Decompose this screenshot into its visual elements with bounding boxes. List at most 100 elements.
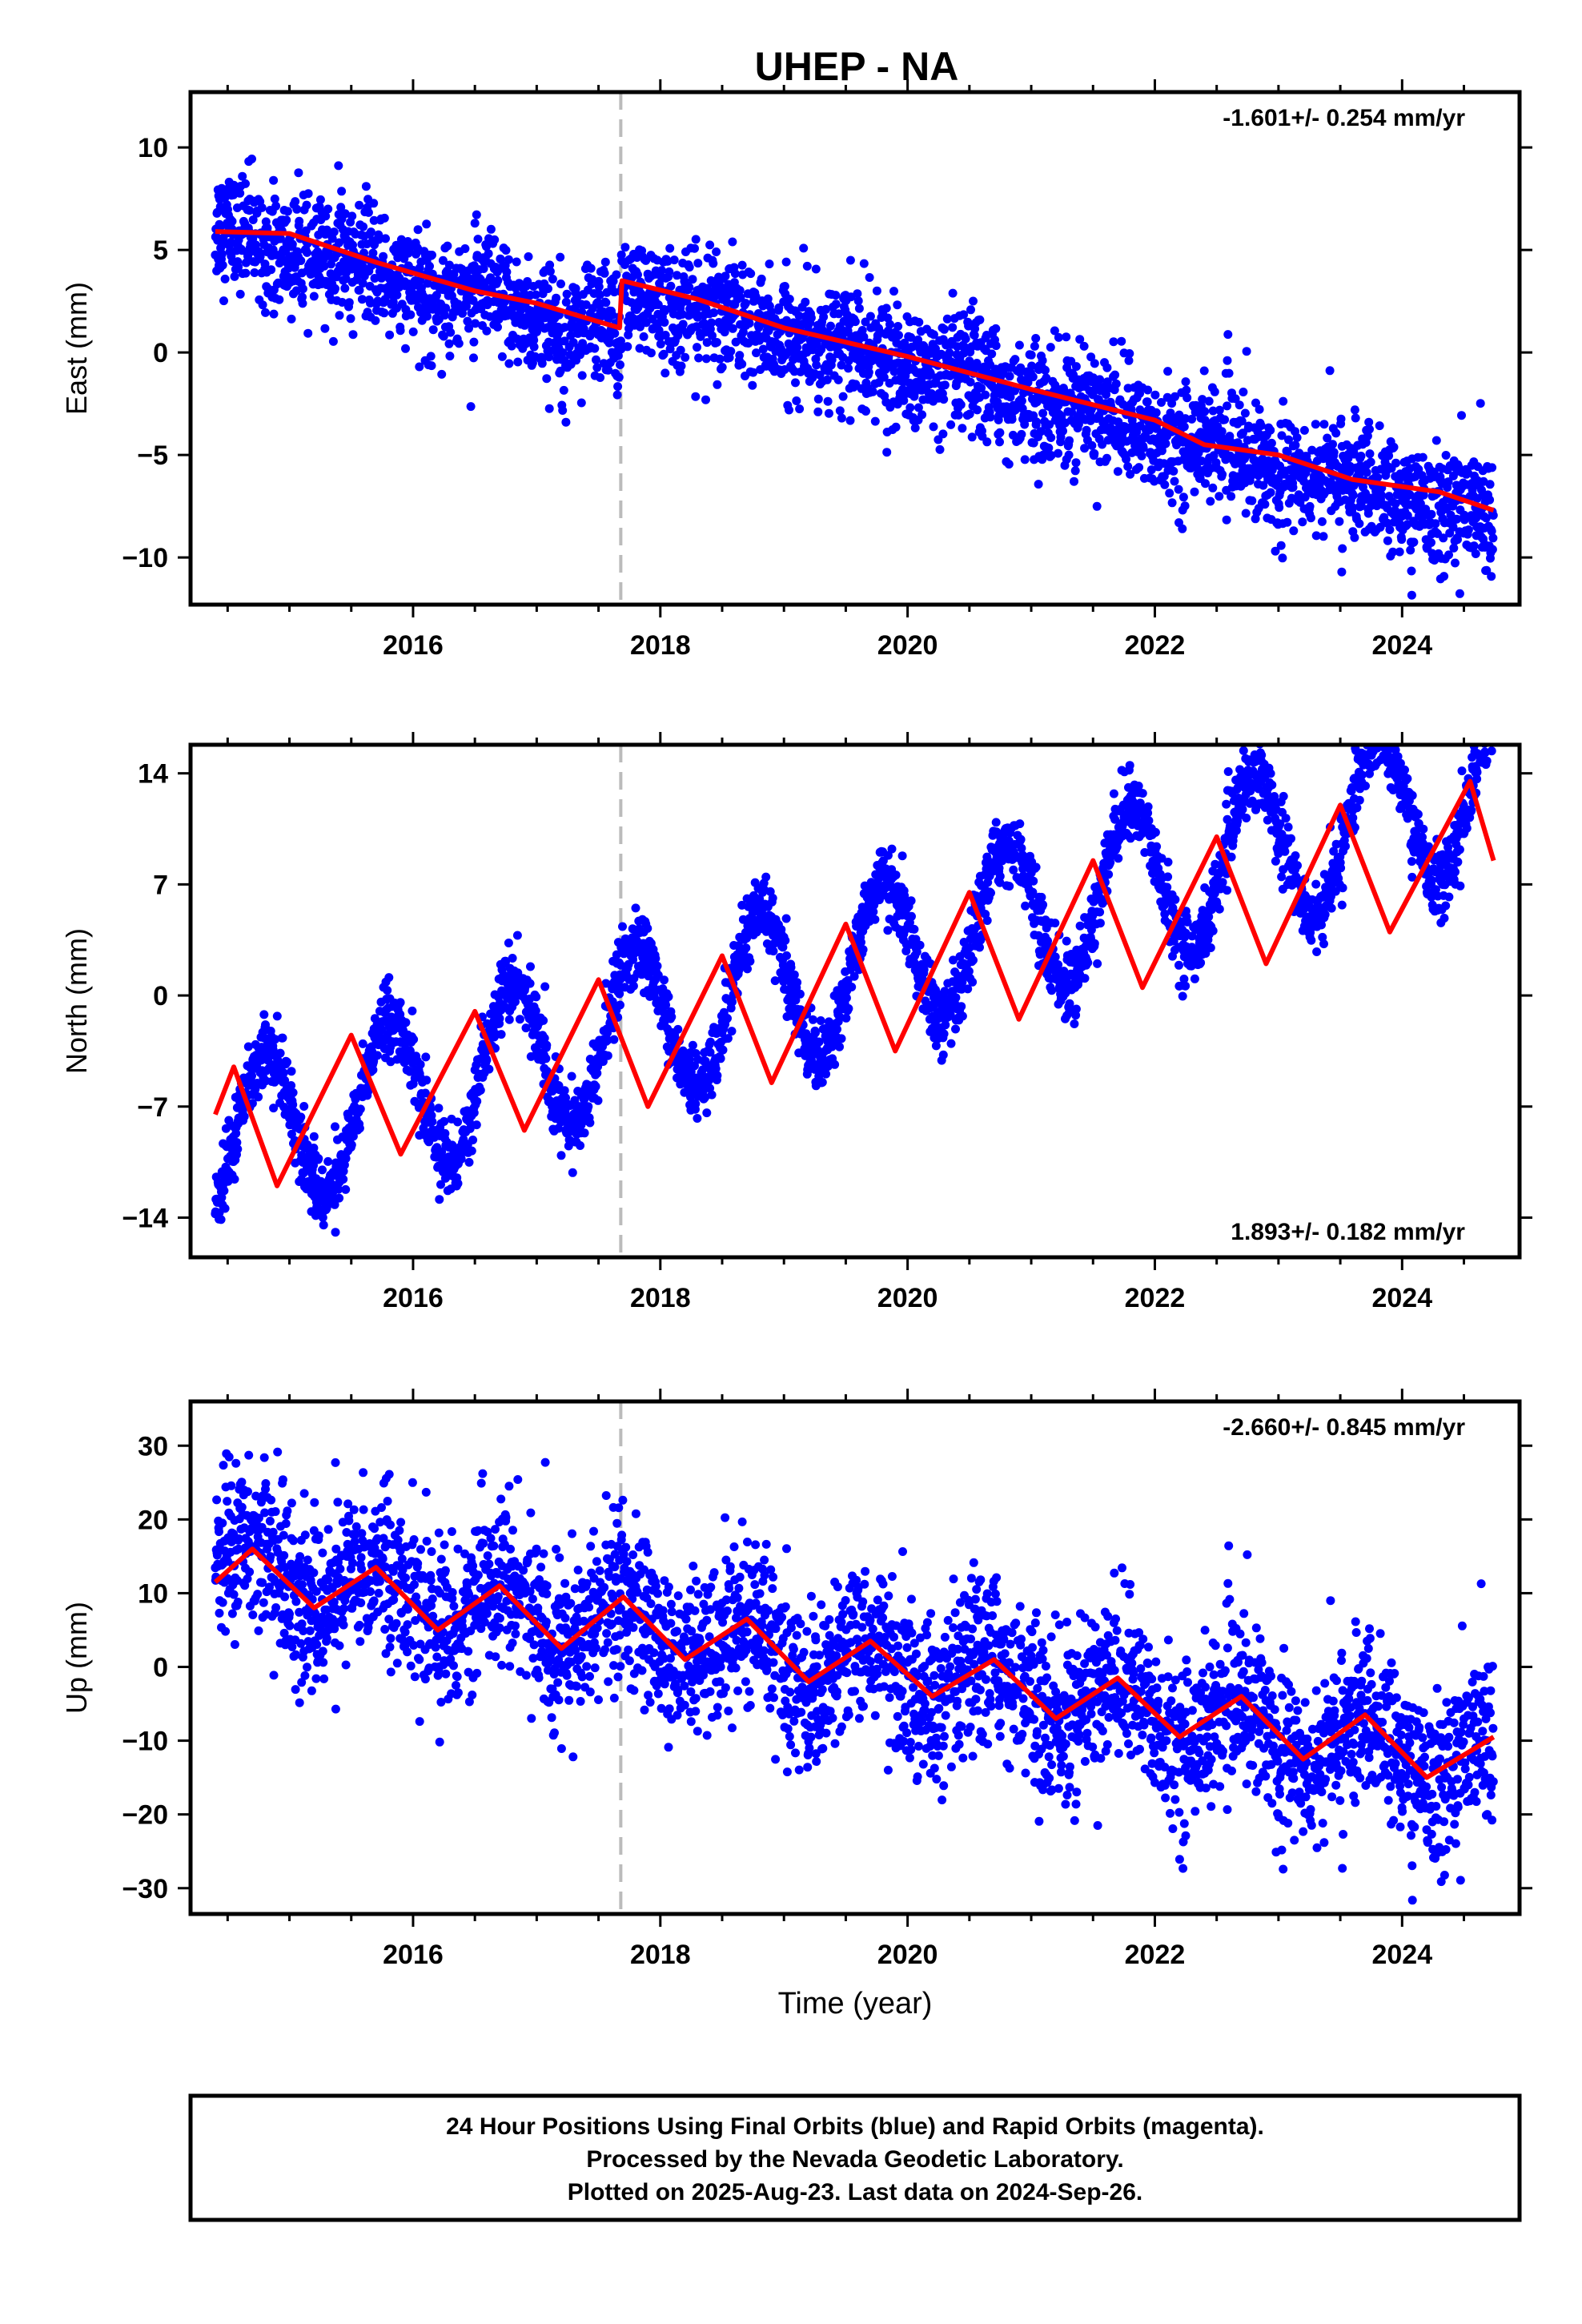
data-point	[616, 336, 625, 346]
data-point	[774, 303, 784, 312]
data-point	[609, 1035, 619, 1044]
data-point	[230, 271, 239, 281]
data-point	[1046, 433, 1056, 442]
data-point	[441, 304, 451, 313]
data-point	[1289, 526, 1299, 536]
data-point	[1071, 458, 1081, 468]
data-point	[723, 1034, 733, 1043]
data-point	[702, 338, 712, 348]
data-point	[1169, 466, 1178, 476]
data-point	[479, 264, 488, 273]
data-point	[539, 1015, 548, 1025]
data-point	[1453, 535, 1462, 545]
data-point	[1134, 463, 1144, 472]
y-tick-label: 0	[153, 338, 168, 368]
data-point	[946, 420, 956, 429]
data-point	[1026, 350, 1036, 360]
x-tick-label: 2022	[1125, 630, 1186, 661]
data-point	[1182, 385, 1191, 395]
data-point	[1427, 509, 1436, 519]
data-point	[472, 1096, 482, 1106]
data-point	[954, 410, 963, 420]
data-point	[1351, 413, 1360, 423]
data-point	[381, 234, 390, 243]
data-point	[899, 396, 909, 405]
y-tick-label: −5	[137, 440, 168, 471]
data-point	[665, 267, 674, 276]
data-point	[559, 385, 568, 395]
data-point	[443, 241, 452, 251]
data-point	[1452, 514, 1462, 524]
data-point	[643, 923, 652, 933]
data-point	[235, 188, 245, 198]
data-point	[1215, 405, 1224, 415]
data-point	[833, 375, 843, 384]
data-point	[323, 204, 333, 214]
data-point	[1222, 515, 1231, 525]
data-point	[1464, 525, 1473, 535]
data-point	[347, 1140, 356, 1150]
data-point	[581, 300, 591, 309]
data-point	[763, 294, 773, 304]
data-point	[422, 219, 432, 229]
data-point	[1383, 536, 1392, 545]
data-point	[913, 403, 923, 412]
data-point	[608, 310, 617, 320]
data-point	[613, 382, 623, 392]
data-point	[1125, 349, 1134, 358]
data-point	[737, 360, 747, 369]
data-point	[405, 1046, 415, 1055]
data-point	[358, 1039, 367, 1048]
data-point	[471, 319, 480, 328]
data-point	[269, 175, 279, 185]
data-point	[470, 219, 480, 228]
data-point	[885, 320, 894, 329]
data-point	[462, 301, 472, 311]
data-point	[299, 1102, 309, 1111]
data-point	[484, 249, 493, 259]
data-point	[482, 1055, 492, 1065]
data-point	[673, 1024, 683, 1034]
data-point	[371, 316, 380, 325]
data-point	[707, 318, 717, 328]
data-point	[1204, 396, 1214, 406]
data-point	[1206, 497, 1215, 506]
data-point	[291, 197, 300, 207]
data-point	[831, 300, 841, 309]
data-point	[711, 1064, 721, 1073]
data-point	[1336, 414, 1346, 424]
data-point	[327, 259, 335, 269]
data-point	[1018, 404, 1027, 413]
data-point	[561, 297, 571, 307]
data-point	[1299, 425, 1309, 435]
data-point	[785, 405, 793, 415]
data-point	[868, 387, 877, 396]
data-point	[1325, 366, 1335, 376]
data-point	[556, 279, 565, 288]
data-point	[269, 309, 279, 319]
data-point	[496, 255, 505, 264]
data-point	[741, 299, 750, 308]
data-point	[690, 243, 699, 253]
data-point	[737, 260, 747, 270]
data-point	[935, 444, 945, 454]
data-point	[731, 337, 741, 347]
data-point	[545, 267, 555, 276]
data-point	[561, 417, 571, 427]
data-point	[271, 1035, 280, 1044]
data-point	[501, 246, 511, 255]
data-point	[717, 363, 727, 372]
data-point	[1050, 326, 1059, 336]
data-point	[1007, 415, 1017, 424]
data-point	[1064, 450, 1074, 460]
data-point	[744, 339, 753, 348]
data-point	[592, 1068, 602, 1078]
data-point	[601, 298, 611, 308]
data-point	[1017, 429, 1026, 439]
data-point	[664, 992, 673, 1002]
data-point	[275, 295, 284, 304]
data-point	[257, 203, 267, 212]
data-point	[677, 361, 686, 371]
data-point	[1239, 388, 1248, 396]
data-point	[1350, 405, 1359, 415]
